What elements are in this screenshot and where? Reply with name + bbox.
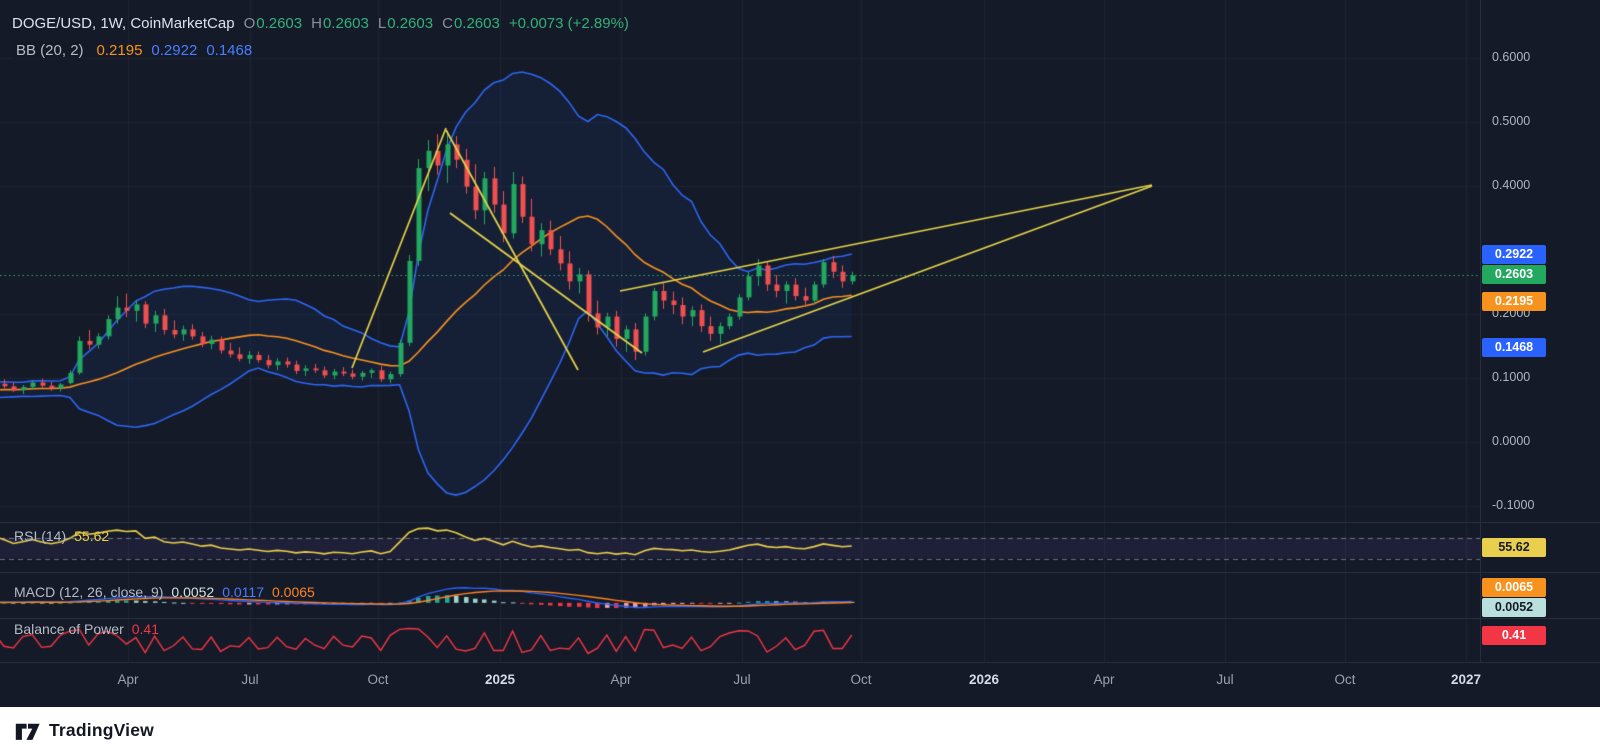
symbol-title[interactable]: DOGE/USD, 1W, CoinMarketCap (12, 15, 235, 32)
high-value: 0.2603 (322, 15, 369, 32)
high-pair: H 0.2603 (311, 15, 369, 32)
panel-separator[interactable] (0, 522, 1600, 523)
panel-separator[interactable] (0, 572, 1600, 573)
bop-pane-label[interactable]: Balance of Power 0.41 (14, 621, 159, 637)
time-label-month: Apr (610, 672, 632, 687)
time-label-year: 2025 (484, 672, 516, 687)
macd-line-value: 0.0117 (222, 584, 264, 600)
time-label-month: Jul (733, 672, 751, 687)
bop-value: 0.41 (131, 621, 159, 637)
price-axis[interactable]: 0.6000 0.5000 0.4000 0.2000 0.1000 0.0000 -0.1… (1480, 0, 1600, 662)
time-label-month: Jul (1216, 672, 1234, 687)
price-tick-label: 0.1000 (1492, 370, 1531, 384)
bb-legend-row[interactable]: BB (20, 2) 0.2195 0.2922 0.1468 (12, 37, 629, 64)
close-label: C (442, 15, 453, 32)
time-axis[interactable]: Apr Jul Oct 2025 Apr Jul Oct 2026 Apr Jul Oct 2027 (0, 662, 1600, 707)
tradingview-logo-icon[interactable] (14, 718, 41, 742)
low-pair: L 0.2603 (378, 15, 433, 32)
bb-upper-value: 0.2922 (151, 42, 198, 59)
bop-axis-badge: 0.41 (1482, 626, 1546, 645)
time-label-month: Jul (241, 672, 259, 687)
rsi-pane-label[interactable]: RSI (14) 55.62 (14, 528, 109, 544)
macd-pane-label[interactable]: MACD (12, 26, close, 9) 0.0052 0.0117 0.… (14, 584, 315, 600)
low-label: L (377, 15, 387, 32)
open-pair: O 0.2603 (244, 15, 303, 32)
bb-lower-value: 0.1468 (206, 42, 253, 59)
bb-lower-badge: 0.1468 (1482, 338, 1546, 358)
price-tick-label: 0.5000 (1492, 114, 1531, 128)
time-label-month: Apr (117, 672, 139, 687)
open-label: O (243, 15, 256, 32)
bb-basis-value: 0.2195 (96, 42, 143, 59)
chart-legend: DOGE/USD, 1W, CoinMarketCap O 0.2603 H 0.2… (12, 10, 629, 64)
bop-title[interactable]: Balance of Power (14, 621, 124, 637)
high-label: H (311, 15, 322, 32)
price-chart-canvas[interactable] (0, 0, 1480, 662)
macd-axis-badge-1: 0.0052 (1482, 598, 1546, 617)
tradingview-wordmark[interactable]: TradingView (49, 719, 154, 740)
close-value: 0.2603 (453, 15, 500, 32)
macd-title[interactable]: MACD (12, 26, close, 9) (14, 584, 164, 600)
open-value: 0.2603 (256, 15, 303, 32)
close-pair: C 0.2603 (442, 15, 500, 32)
time-label-year: 2026 (968, 672, 1000, 687)
symbol-legend-row[interactable]: DOGE/USD, 1W, CoinMarketCap O 0.2603 H 0.2… (12, 10, 629, 37)
price-tick-label: 0.0000 (1492, 434, 1531, 448)
panel-separator[interactable] (0, 618, 1600, 619)
bb-indicator-label[interactable]: BB (20, 2) (12, 42, 88, 59)
price-tick-label: 0.6000 (1492, 50, 1531, 64)
time-label-year: 2027 (1450, 672, 1482, 687)
change-value: +0.0073 (+2.89%) (508, 15, 629, 32)
last-price-badge: 0.2603 (1482, 265, 1546, 285)
time-label-month: Oct (367, 672, 389, 687)
rsi-title[interactable]: RSI (14) (14, 528, 67, 544)
footer-bar: TradingView (0, 707, 1600, 753)
macd-signal-value: 0.0065 (272, 584, 315, 600)
price-tick-label: 0.4000 (1492, 178, 1531, 192)
time-label-month: Oct (850, 672, 872, 687)
bb-upper-badge: 0.2922 (1482, 244, 1546, 264)
low-value: 0.2603 (387, 15, 434, 32)
bb-basis-badge: 0.2195 (1482, 291, 1546, 311)
macd-axis-badge-0: 0.0065 (1482, 578, 1546, 597)
rsi-value: 55.62 (74, 528, 110, 544)
price-tick-label: -0.1000 (1492, 498, 1535, 512)
time-label-month: Oct (1334, 672, 1356, 687)
time-label-month: Apr (1093, 672, 1115, 687)
macd-hist-value: 0.0052 (171, 584, 215, 600)
time-axis-separator (0, 662, 1600, 663)
price-axis-border (1480, 0, 1481, 662)
rsi-axis-badge: 55.62 (1482, 538, 1546, 557)
